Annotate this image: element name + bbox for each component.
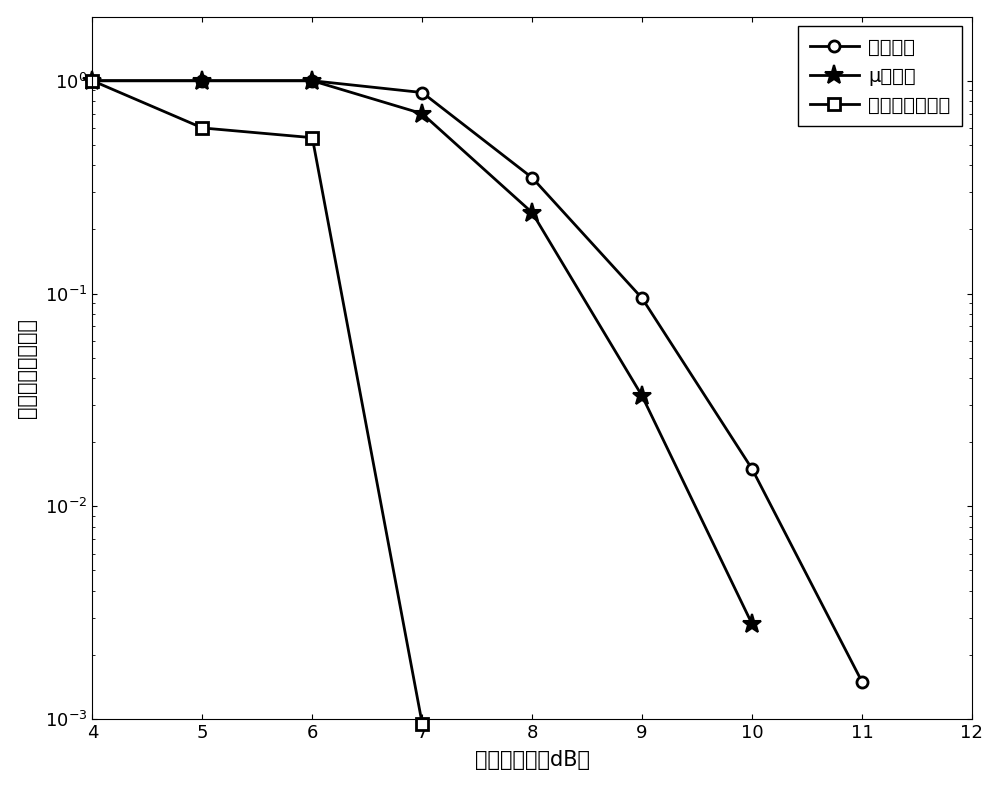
原始信号	[306, 76, 318, 86]
Line: μ率压扩: μ率压扩	[83, 71, 762, 634]
Legend: 原始信号, μ率压扩, 反余切正切压扩: 原始信号, μ率压扩, 反余切正切压扩	[798, 27, 962, 126]
μ率压扩	[86, 76, 98, 86]
反余切正切压扩	[306, 133, 318, 142]
μ率压扩	[526, 208, 538, 217]
原始信号	[86, 76, 98, 86]
μ率压扩	[196, 76, 208, 86]
反余切正切压扩	[196, 124, 208, 133]
X-axis label: 峰均功率比（dB）: 峰均功率比（dB）	[475, 750, 590, 770]
原始信号	[746, 464, 758, 474]
原始信号	[416, 88, 428, 98]
μ率压扩	[306, 76, 318, 86]
反余切正切压扩	[86, 76, 98, 86]
原始信号	[526, 173, 538, 183]
Line: 反余切正切压扩: 反余切正切压扩	[87, 76, 428, 730]
原始信号	[856, 677, 868, 686]
原始信号	[196, 76, 208, 86]
μ率压扩	[416, 109, 428, 118]
反余切正切压扩	[416, 719, 428, 729]
μ率压扩	[746, 619, 758, 629]
Y-axis label: 互补累积分布函数: 互补累积分布函数	[17, 318, 37, 418]
Line: 原始信号: 原始信号	[87, 76, 868, 687]
μ率压扩	[636, 391, 648, 401]
原始信号	[636, 294, 648, 303]
